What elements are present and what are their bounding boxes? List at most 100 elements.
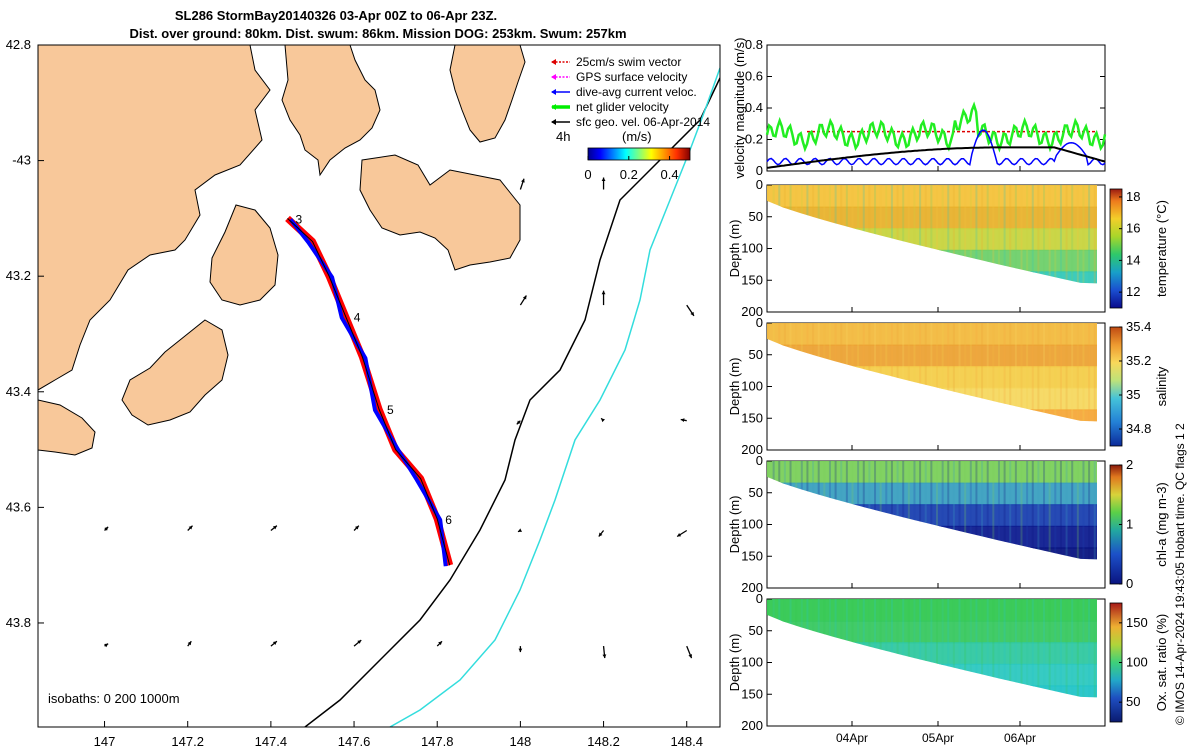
land-tasman-peninsula xyxy=(209,204,279,306)
section-colorbar-tick-label: 50 xyxy=(1126,694,1140,709)
map-x-ticks: 147 147.2 147.4 147.6 147.8 148 148.2 148.4 xyxy=(94,721,703,749)
geo-velocity-arrow xyxy=(436,640,443,647)
time-tick-label: 04Apr xyxy=(836,731,868,745)
geo-velocity-arrow xyxy=(353,525,360,531)
geo-velocity-arrow xyxy=(676,529,688,538)
geo-velocity-arrow xyxy=(104,526,109,531)
geostrophic-velocity-series xyxy=(766,146,1106,169)
legend-label: dive-avg current veloc. xyxy=(576,85,697,99)
colorbar-tick-label: 0.4 xyxy=(661,167,679,182)
land-maria-island xyxy=(449,45,526,143)
section-y-tick-label: 150 xyxy=(741,686,763,701)
land-mainland-west xyxy=(38,45,271,391)
section-y-tick-label: 0 xyxy=(756,591,763,606)
section-y-tick-label: 200 xyxy=(741,442,763,457)
geo-velocity-arrow xyxy=(601,290,606,306)
map-panel: 3 4 5 6 147 147.2 147.4 147.6 147.8 148 148.2 148.… xyxy=(6,37,721,749)
figure-title: SL286 StormBay20140326 03-Apr 00Z to 06-… xyxy=(175,8,497,23)
section-colorbar-tick-label: 16 xyxy=(1126,221,1140,236)
land-bruny-island xyxy=(121,319,229,426)
map-x-tick-label: 147.6 xyxy=(338,734,371,749)
section-colorbar-tick-label: 100 xyxy=(1126,655,1148,670)
map-y-tick-label: 43.2 xyxy=(6,268,31,283)
figure-subtitle: Dist. over ground: 80km. Dist. swum: 86k… xyxy=(129,26,626,41)
geo-velocity-arrow xyxy=(686,304,695,317)
section-y-ticks: 0 50 100 150 200 xyxy=(741,591,772,733)
isobath-200m xyxy=(304,77,720,727)
legend-label: sfc geo. vel. 06-Apr-2014 xyxy=(576,115,710,129)
track-day-label: 5 xyxy=(387,403,394,417)
map-x-tick-label: 147.2 xyxy=(171,734,204,749)
map-y-ticks: 42.8 -43 43.2 43.4 43.6 43.8 xyxy=(6,37,44,630)
section-y-tick-label: 200 xyxy=(741,718,763,733)
map-x-tick-label: 148.4 xyxy=(670,734,703,749)
land-peninsula-north xyxy=(281,45,381,177)
map-y-tick-label: 43.6 xyxy=(6,499,31,514)
geo-velocity-arrow xyxy=(602,646,607,659)
legend-entry: sfc geo. vel. 06-Apr-2014 xyxy=(551,115,710,129)
time-tick-label: 05Apr xyxy=(922,731,954,745)
legend-entry: dive-avg current veloc. xyxy=(551,85,697,99)
geo-velocity-arrow xyxy=(516,420,521,425)
glider-track-current xyxy=(288,218,448,567)
section-colorbar-tick-label: 0 xyxy=(1126,576,1133,591)
isobath-label: isobaths: 0 200 1000m xyxy=(48,691,180,706)
geo-velocity-arrow xyxy=(270,640,278,647)
geo-velocity-arrow xyxy=(598,530,605,537)
geo-velocity-arrow xyxy=(600,417,605,423)
section-y-tick-label: 100 xyxy=(741,517,763,532)
geo-velocity-arrow xyxy=(680,418,687,423)
section-colorbar-label: temperature (°C) xyxy=(1154,200,1169,297)
geo-velocity-arrow xyxy=(187,525,193,531)
map-y-tick-label: 43.4 xyxy=(6,384,31,399)
map-y-tick-label: 42.8 xyxy=(6,37,31,52)
section-colorbar-label: salinity xyxy=(1154,366,1169,406)
section-colorbar-tick-label: 35 xyxy=(1126,387,1140,402)
map-y-tick-label: -43 xyxy=(12,153,31,168)
colorbar-gradient xyxy=(587,147,691,161)
map-x-tick-label: 147.8 xyxy=(421,734,454,749)
geo-velocity-arrow xyxy=(104,643,109,648)
section-panel-temperature: 0 50 100 150 200 Depth (m) 18 16 14 12 temperature… xyxy=(727,177,1169,319)
section-colorbar-tick-label: 35.4 xyxy=(1126,319,1151,334)
section-colorbar-tick-label: 34.8 xyxy=(1126,421,1151,436)
glider-track-line xyxy=(287,218,451,566)
section-y-ticks: 0 50 100 150 200 xyxy=(741,177,772,319)
velocity-panel: 0 0.2 0.4 0.6 0.8 velocity magnitude (m/s) xyxy=(732,37,1107,179)
colorbar-tick-label: 0 xyxy=(584,167,591,182)
isobath-1000m xyxy=(389,67,720,727)
section-y-tick-label: 200 xyxy=(741,580,763,595)
section-y-tick-label: 0 xyxy=(756,315,763,330)
geo-velocity-arrow xyxy=(686,645,693,659)
section-y-ticks: 0 50 100 150 200 xyxy=(741,453,772,595)
section-colorbar-tick-label: 35.2 xyxy=(1126,353,1151,368)
section-colorbar-label: Ox. sat. ratio (%) xyxy=(1154,614,1169,712)
dive-avg-current-series xyxy=(766,129,1106,167)
section-y-tick-label: 50 xyxy=(749,347,763,362)
track-day-label: 3 xyxy=(296,212,303,226)
geo-velocity-arrow xyxy=(270,525,278,531)
geo-velocity-arrow xyxy=(353,639,362,647)
geo-velocity-arrow xyxy=(187,640,192,647)
geo-velocity-arrow xyxy=(519,295,527,306)
section-y-tick-label: 50 xyxy=(749,209,763,224)
section-y-tick-label: 50 xyxy=(749,485,763,500)
time-axis-ticks: 04Apr 05Apr 06Apr xyxy=(836,166,1036,745)
section-ylabel: Depth (m) xyxy=(727,634,742,692)
section-colorbar-tick-label: 14 xyxy=(1126,252,1140,267)
section-colorbar-label: chl-a (mg m-3) xyxy=(1154,482,1169,567)
section-colorbar xyxy=(1109,188,1123,309)
section-y-tick-label: 50 xyxy=(749,623,763,638)
section-ylabel: Depth (m) xyxy=(727,358,742,416)
colorbar-ticks: 0 0.2 0.4 xyxy=(584,156,679,182)
section-y-tick-label: 150 xyxy=(741,272,763,287)
section-y-tick-label: 100 xyxy=(741,379,763,394)
section-ylabel: Depth (m) xyxy=(727,496,742,554)
geo-velocity-arrow xyxy=(601,177,606,190)
velocity-y-tick-label: 0.6 xyxy=(745,69,763,84)
velocity-ylabel: velocity magnitude (m/s) xyxy=(732,38,747,179)
velocity-y-tick-label: 0.2 xyxy=(745,132,763,147)
colorbar-unit: (m/s) xyxy=(622,129,652,144)
